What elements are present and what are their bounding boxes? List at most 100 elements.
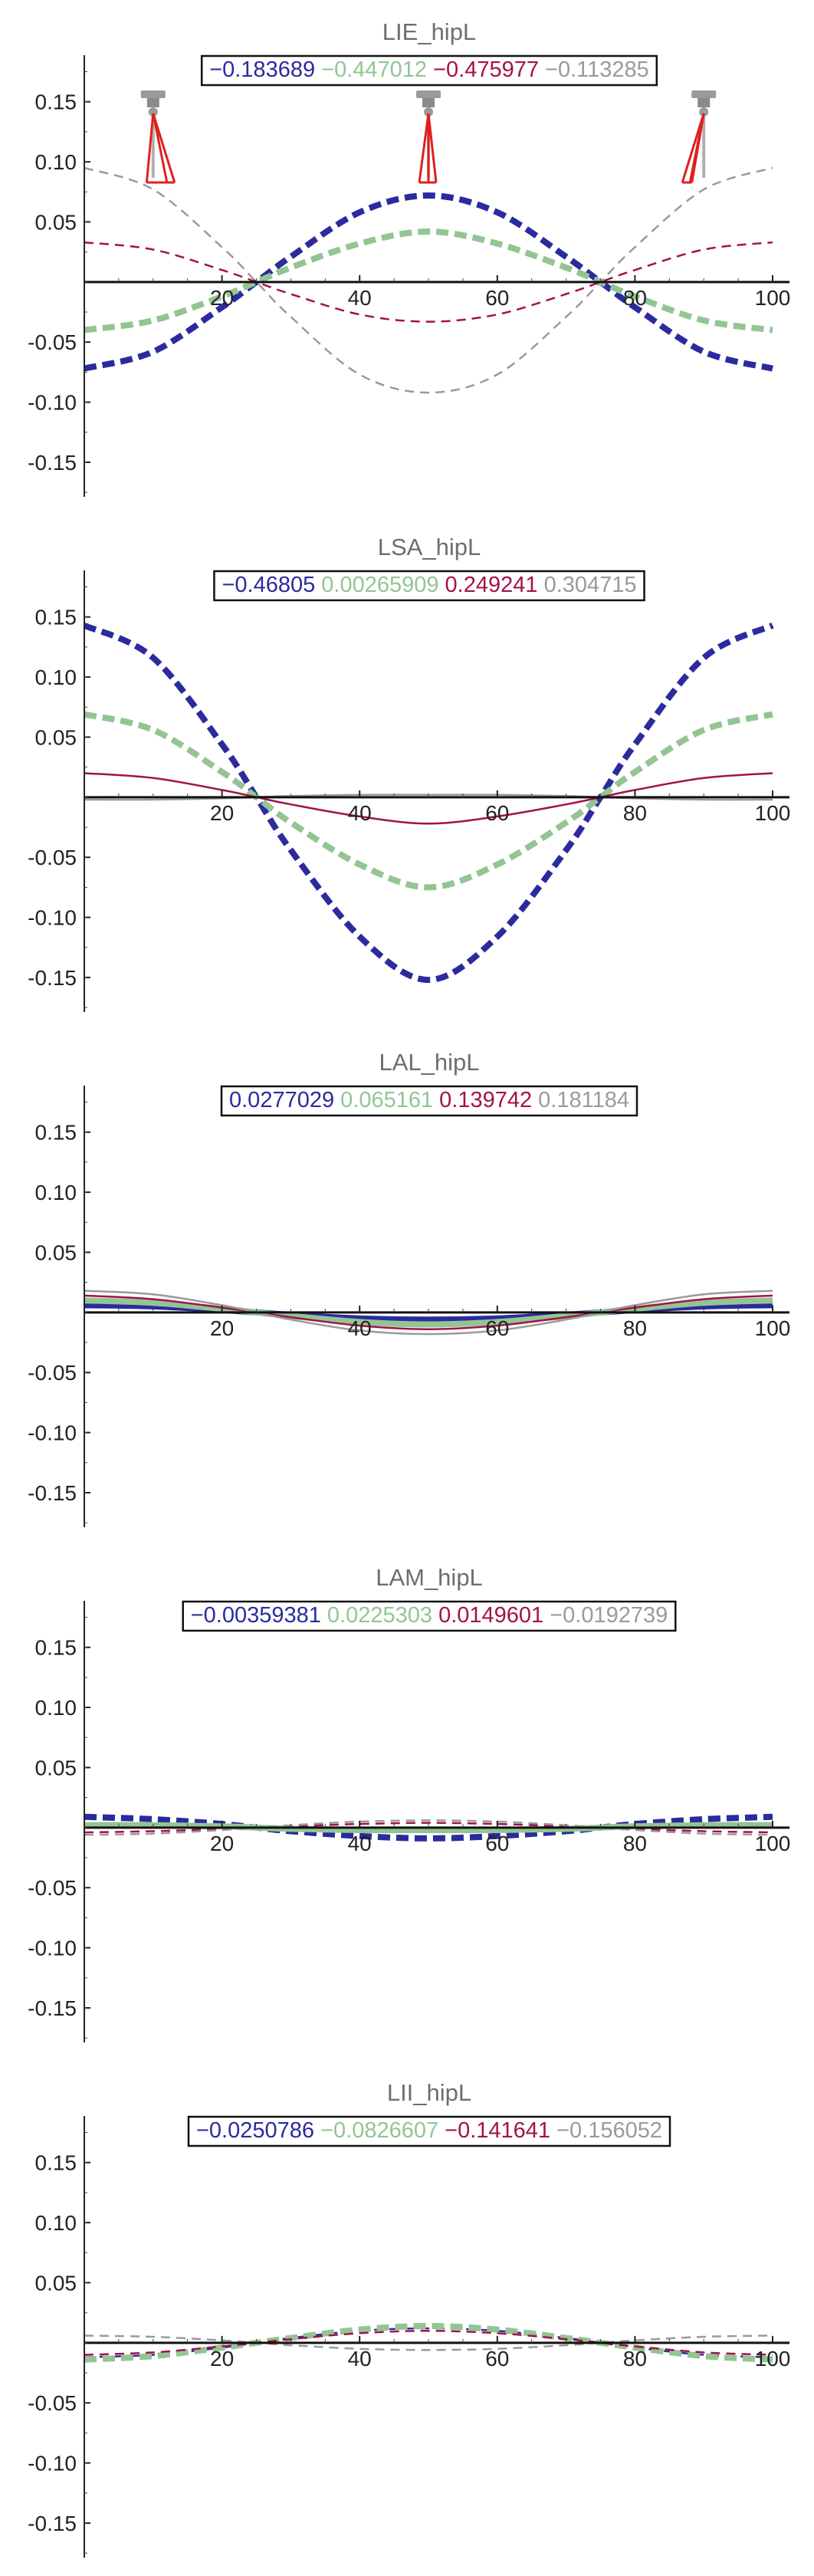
- y-tick-label: -0.05: [28, 330, 77, 354]
- legend: −0.0250786 −0.0826607 −0.141641 −0.15605…: [187, 2115, 671, 2147]
- legend-entries: −0.0250786 −0.0826607 −0.141641 −0.15605…: [196, 2118, 662, 2143]
- y-tick-label: 0.15: [35, 90, 77, 114]
- y-tick-label: -0.05: [28, 846, 77, 869]
- y-tick-label: -0.15: [28, 966, 77, 990]
- y-tick-label: 0.10: [35, 665, 77, 689]
- legend-entries: −0.183689 −0.447012 −0.475977 −0.113285: [209, 58, 649, 82]
- legend-box: [213, 570, 645, 602]
- y-tick-label: -0.15: [28, 451, 77, 475]
- legend-entry-0: 0.0277029: [229, 1088, 334, 1112]
- legend-entry-3: 0.304715: [538, 573, 637, 597]
- series-line-1: [84, 2322, 773, 2363]
- legend-entry-0: −0.183689: [209, 58, 315, 82]
- legend-entries: −0.00359381 0.0225303 0.0149601 −0.01927…: [191, 1603, 668, 1628]
- legend-entry-1: 0.00265909: [315, 573, 438, 597]
- legend-entry-0: −0.0250786: [196, 2118, 314, 2143]
- y-tick-label: 0.05: [35, 2271, 77, 2295]
- y-tick-label: 0.15: [35, 1121, 77, 1145]
- legend-entry-2: 0.249241: [439, 573, 538, 597]
- x-tick-label: 20: [210, 1832, 234, 1855]
- x-tick-label: 100: [755, 1832, 791, 1855]
- series-line-3: [84, 1290, 773, 1336]
- y-tick-label: -0.15: [28, 1481, 77, 1505]
- legend-entry-3: −0.156052: [550, 2118, 662, 2143]
- legend-entries: −0.46805 0.00265909 0.249241 0.304715: [222, 573, 636, 597]
- x-tick-label: 60: [485, 1316, 509, 1340]
- x-tick-label: 100: [755, 2347, 791, 2371]
- y-tick-label: -0.10: [28, 2452, 77, 2476]
- legend-box: [187, 2115, 671, 2147]
- legend-entry-2: 0.139742: [433, 1088, 532, 1112]
- x-tick-label: 80: [623, 801, 647, 825]
- legend-box: [200, 54, 658, 87]
- legend-box: [220, 1085, 638, 1117]
- chart-title: LIE_hipL: [382, 18, 476, 45]
- x-tick-label: 80: [623, 2347, 647, 2371]
- y-tick-label: -0.10: [28, 1421, 77, 1445]
- x-tick-label: 80: [623, 1316, 647, 1340]
- x-tick-label: 20: [210, 2347, 234, 2371]
- x-tick-label: 100: [755, 801, 791, 825]
- series-line-1: [84, 1822, 773, 1834]
- x-tick-label: 40: [348, 1832, 372, 1855]
- y-tick-label: 0.05: [35, 725, 77, 749]
- chart-panel-4: LII_hipL 0.15 0.10 0.05 -0.05 -0.10 -0.15 20 40 6…: [28, 2079, 791, 2558]
- series-group: [84, 1813, 773, 1842]
- y-tick-label: 0.05: [35, 1240, 77, 1264]
- y-tick-label: -0.10: [28, 391, 77, 415]
- legend-entry-1: −0.0826607: [314, 2118, 438, 2143]
- legend-entry-3: −0.0192739: [543, 1603, 668, 1628]
- y-tick-label: 0.10: [35, 1181, 77, 1204]
- y-tick-label: 0.10: [35, 2211, 77, 2235]
- y-tick-label: -0.10: [28, 1937, 77, 1960]
- series-line-3: [84, 1819, 773, 1836]
- legend-entry-2: −0.141641: [438, 2118, 550, 2143]
- series-line-2: [84, 241, 773, 323]
- legend-entry-3: 0.181184: [532, 1088, 629, 1112]
- x-tick-label: 60: [485, 286, 509, 310]
- y-tick-label: -0.15: [28, 1996, 77, 2020]
- x-tick-label: 60: [485, 1832, 509, 1855]
- x-tick-label: 60: [485, 2347, 509, 2371]
- legend-entry-1: 0.0225303: [321, 1603, 432, 1628]
- x-tick-label: 20: [210, 286, 234, 310]
- y-tick-label: 0.15: [35, 2151, 77, 2175]
- x-tick-label: 80: [623, 286, 647, 310]
- legend-entry-3: −0.113285: [539, 58, 649, 82]
- series-line-3: [84, 2334, 773, 2351]
- y-tick-label: -0.10: [28, 906, 77, 930]
- series-group: [84, 166, 773, 394]
- chart-title: LAL_hipL: [379, 1049, 479, 1076]
- legend: −0.183689 −0.447012 −0.475977 −0.113285: [200, 54, 658, 87]
- series-group: [83, 623, 774, 984]
- series-line-1: [84, 228, 773, 334]
- y-tick-label: -0.15: [28, 2512, 77, 2535]
- x-tick-label: 40: [348, 801, 372, 825]
- x-tick-label: 80: [623, 1832, 647, 1855]
- series-line-0: [83, 623, 774, 984]
- chart-panel-3: LAM_hipL 0.15 0.10 0.05 -0.05 -0.10 -0.15 20 40 6…: [28, 1564, 791, 2042]
- x-tick-label: 40: [348, 286, 372, 310]
- y-tick-label: 0.05: [35, 210, 77, 234]
- legend-entry-1: −0.447012: [315, 58, 427, 82]
- y-tick-label: 0.10: [35, 1696, 77, 1720]
- legend-entry-0: −0.00359381: [191, 1603, 321, 1628]
- legend-entry-1: 0.065161: [334, 1088, 433, 1112]
- x-tick-label: 20: [210, 801, 234, 825]
- legend-entries: 0.0277029 0.065161 0.139742 0.181184: [229, 1088, 629, 1112]
- chart-title: LAM_hipL: [376, 1564, 483, 1591]
- chart-panel-1: LSA_hipL 0.15 0.10 0.05 -0.05 -0.10 -0.15 20 40 6…: [28, 534, 791, 1012]
- y-tick-label: 0.15: [35, 1636, 77, 1660]
- chart-panel-0: LIE_hipL 0.15 0.10 0.05 -0.05 -0.10 -0.15 20 40 6…: [28, 18, 790, 497]
- x-tick-label: 60: [485, 801, 509, 825]
- series-line-2: [84, 2329, 773, 2356]
- y-tick-label: 0.10: [35, 150, 77, 174]
- y-tick-label: 0.05: [35, 1756, 77, 1779]
- leg-glyph-icon: [140, 90, 176, 184]
- chart-title: LSA_hipL: [378, 534, 481, 560]
- series-group: [84, 2322, 773, 2363]
- series-group: [84, 1290, 773, 1336]
- series-line-2: [84, 772, 773, 825]
- x-tick-label: 20: [210, 1316, 234, 1340]
